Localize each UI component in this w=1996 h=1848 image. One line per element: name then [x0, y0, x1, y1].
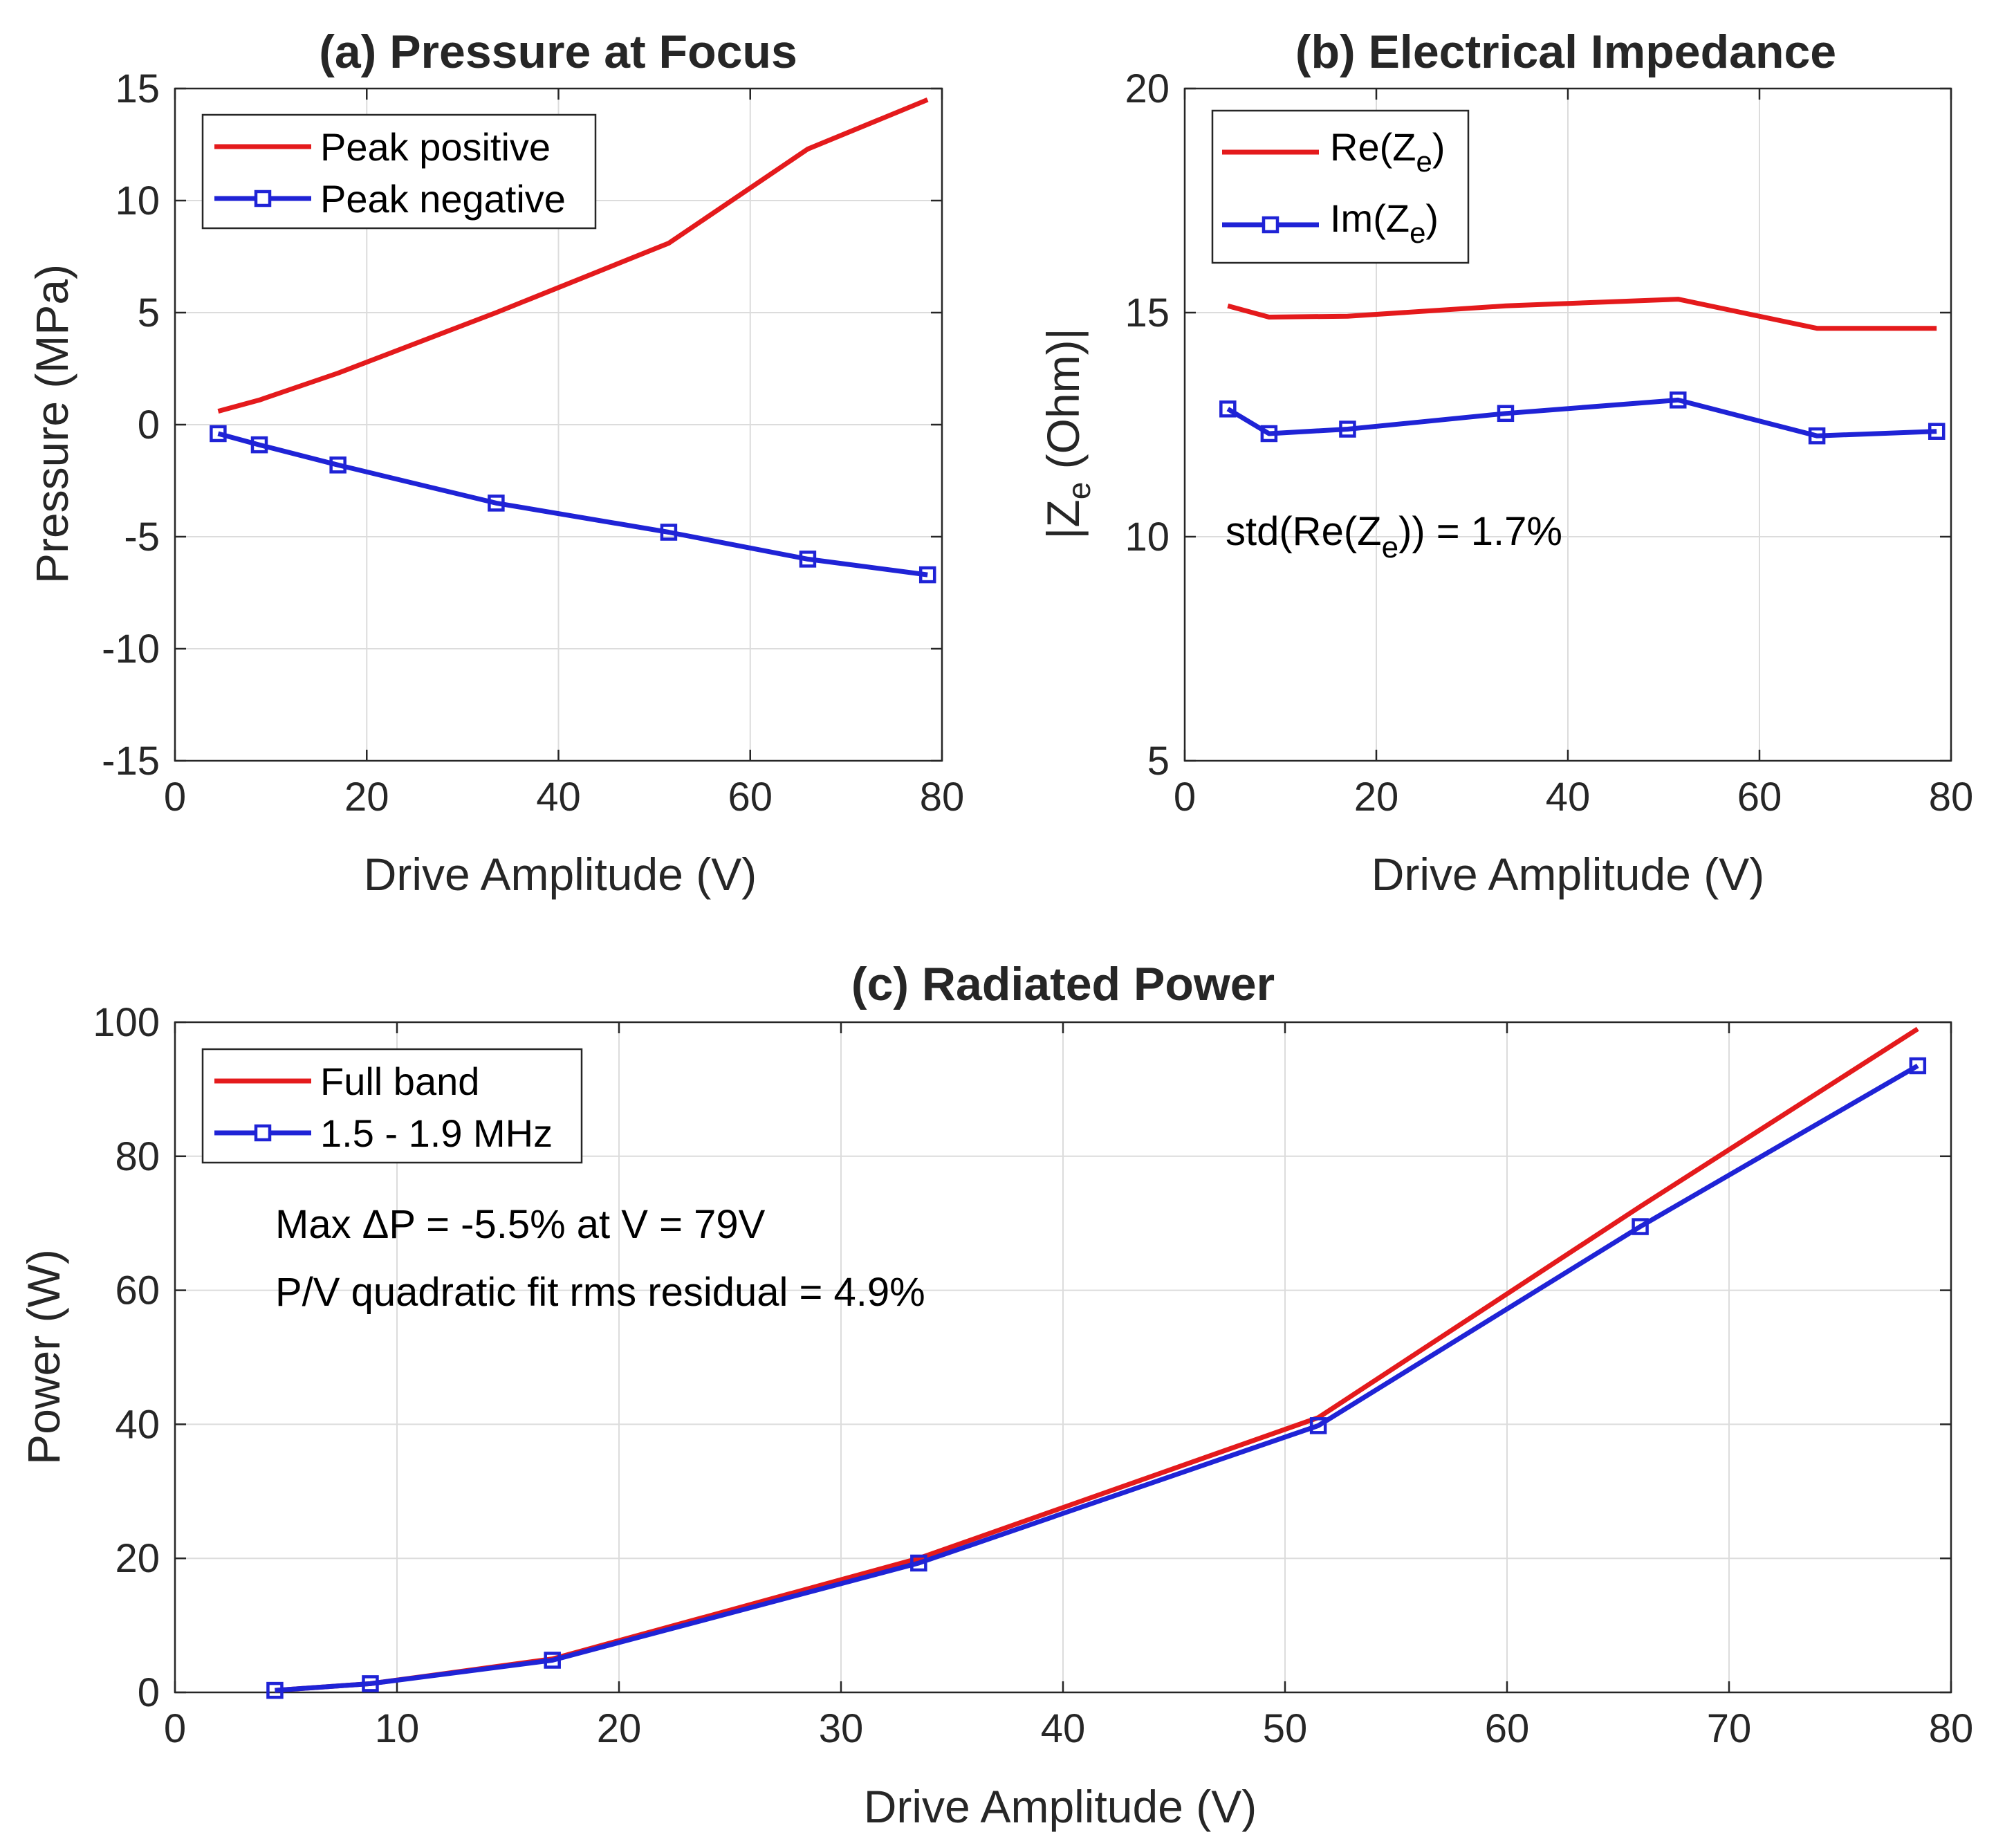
chart-c-x-tick-label: 30 [819, 1706, 864, 1751]
chart-b-data-point-im-ze [1497, 405, 1515, 423]
chart-c-x-tick-label: 20 [597, 1706, 642, 1751]
chart-b-y-axis-label: |Ze (Ohm)| [1037, 328, 1097, 539]
chart-c-data-point-1-5-1-9-mhz [1309, 1417, 1327, 1434]
chart-b-x-tick-label: 80 [1929, 775, 1974, 820]
chart-a-legend-label-peak-positive: Peak positive [320, 125, 551, 169]
chart-a-data-point-peak-negative [918, 566, 936, 584]
chart-c-annotation-fit-residual: P/V quadratic fit rms residual = 4.9% [275, 1270, 925, 1315]
chart-c-x-tick-label: 70 [1707, 1706, 1752, 1751]
chart-a-plot-area: 0 20 40 60 80 -15 -10 -5 0 5 10 15 [102, 66, 964, 820]
chart-b-legend-box [1211, 109, 1470, 264]
chart-b-x-tick-label: 20 [1354, 775, 1399, 820]
chart-b-y-tick-label: 5 [1147, 739, 1170, 784]
chart-b-y-tick-label: 20 [1125, 66, 1170, 111]
chart-c-legend-box [201, 1048, 583, 1164]
chart-a-legend-label-peak-negative: Peak negative [320, 177, 566, 221]
chart-a-data-point-peak-negative [799, 551, 817, 568]
chart-b-plot-area: 0 20 40 60 80 5 10 15 20 [1125, 66, 1973, 820]
chart-b-x-tick-label: 60 [1737, 775, 1782, 820]
chart-c-data-point-1-5-1-9-mhz [910, 1554, 927, 1572]
chart-a-y-tick-label: 0 [138, 403, 160, 447]
chart-a-x-axis-label: Drive Amplitude (V) [364, 849, 757, 900]
chart-a-x-tick-label: 20 [344, 775, 389, 820]
chart-b-title: (b) Electrical Impedance [1295, 26, 1836, 78]
chart-a-x-tick-label: 60 [728, 775, 773, 820]
chart-c-data-point-1-5-1-9-mhz [544, 1652, 561, 1669]
chart-c-y-tick-label: 20 [115, 1536, 160, 1581]
chart-c-x-tick-label: 10 [375, 1706, 420, 1751]
chart-c-y-tick-label: 40 [115, 1402, 160, 1447]
chart-c-y-tick-label: 60 [115, 1268, 160, 1313]
chart-c-data-point-1-5-1-9-mhz [1909, 1057, 1927, 1075]
chart-b-data-point-im-ze [1670, 391, 1687, 409]
chart-a-x-tick-label: 40 [536, 775, 581, 820]
chart-b-x-tick-label: 40 [1546, 775, 1591, 820]
chart-a-y-tick-label: -15 [102, 739, 160, 784]
chart-b-data-point-im-ze [1808, 427, 1826, 445]
chart-b-x-axis-label: Drive Amplitude (V) [1371, 849, 1765, 900]
chart-c-axes-frame [174, 1021, 1952, 1694]
chart-c-x-tick-label: 40 [1041, 1706, 1086, 1751]
chart-a-series-line-peak-positive [217, 97, 929, 414]
chart-b-axes-frame [1183, 87, 1952, 762]
chart-b-series-line-re-ze [1227, 297, 1937, 331]
chart-b-data-point-im-ze [1339, 421, 1356, 438]
chart-panel-a: (a) Pressure at Focus 0 20 40 60 80-15-10-50… [26, 26, 964, 900]
chart-b-series-line-im-ze [1226, 397, 1937, 438]
chart-c-x-tick-label: 60 [1485, 1706, 1530, 1751]
chart-a-title: (a) Pressure at Focus [319, 26, 797, 78]
chart-b-y-tick-label: 15 [1125, 290, 1170, 335]
chart-c-plot-area: 0 10 20 30 40 50 60 70 80 0 20 40 60 80 100 [93, 1000, 1973, 1751]
chart-c-title: (c) Radiated Power [851, 958, 1275, 1010]
chart-c-data-point-1-5-1-9-mhz [266, 1681, 284, 1699]
chart-c-y-axis-label: Power (W) [18, 1249, 69, 1465]
chart-c-annotation-max-dp: Max ΔP = -5.5% at V = 79V [275, 1202, 766, 1247]
chart-c-series-line-1-5-1-9-mhz [275, 1063, 1919, 1693]
chart-a-y-tick-label: 5 [138, 290, 160, 335]
chart-a-legend-marker-peak-negative [254, 190, 272, 207]
chart-a-data-point-peak-negative [660, 524, 678, 541]
chart-a-axes-frame [174, 87, 943, 762]
chart-a-series-line-peak-negative [217, 431, 928, 578]
chart-a-data-point-peak-negative [250, 436, 268, 454]
chart-a-data-point-peak-negative [210, 425, 227, 443]
chart-c-legend-label-full-band: Full band [320, 1060, 479, 1103]
chart-b-y-tick-label: 10 [1125, 515, 1170, 560]
chart-b-legend: Re(Ze) Im(Ze) [1211, 109, 1470, 264]
chart-b-legend-marker-im [1262, 216, 1279, 234]
chart-c-x-tick-label: 50 [1263, 1706, 1308, 1751]
chart-c-legend-label-band: 1.5 - 1.9 MHz [320, 1111, 553, 1155]
svg-text:|Ze (Ohm)|: |Ze (Ohm)| [1037, 328, 1097, 539]
chart-a-legend: Peak positive Peak negative [201, 113, 597, 230]
chart-b-data-point-im-ze [1219, 400, 1237, 418]
chart-a-x-tick-label: 80 [920, 775, 965, 820]
chart-c-y-tick-label: 100 [93, 1000, 160, 1045]
chart-c-legend-marker-band [254, 1124, 272, 1142]
chart-c-y-tick-label: 0 [138, 1670, 160, 1715]
chart-c-x-axis-label: Drive Amplitude (V) [864, 1781, 1257, 1832]
chart-a-y-tick-label: 15 [115, 66, 160, 111]
chart-c-x-tick-label: 80 [1929, 1706, 1974, 1751]
chart-a-legend-box [201, 113, 597, 230]
chart-c-x-tick-label: 0 [164, 1706, 186, 1751]
chart-b-data-point-im-ze [1260, 425, 1278, 443]
chart-c-legend: Full band 1.5 - 1.9 MHz [201, 1048, 583, 1164]
chart-a-y-tick-label: -5 [124, 515, 160, 560]
chart-a-y-axis-label: Pressure (MPa) [26, 264, 77, 584]
chart-c-data-point-1-5-1-9-mhz [1632, 1218, 1649, 1235]
chart-a-data-point-peak-negative [488, 495, 505, 512]
chart-c-data-point-1-5-1-9-mhz [362, 1675, 379, 1692]
chart-c-y-tick-label: 80 [115, 1134, 160, 1179]
chart-panel-c: (c) Radiated Power 0 10 20 30 40 50 60 70 80 0 20 4… [18, 958, 1973, 1832]
chart-a-y-tick-label: -10 [102, 627, 160, 672]
chart-b-data-point-im-ze [1928, 423, 1946, 440]
chart-a-data-point-peak-negative [329, 456, 346, 474]
chart-a-y-tick-label: 10 [115, 178, 160, 223]
chart-b-x-tick-label: 0 [1174, 775, 1196, 820]
chart-a-x-tick-label: 0 [164, 775, 186, 820]
